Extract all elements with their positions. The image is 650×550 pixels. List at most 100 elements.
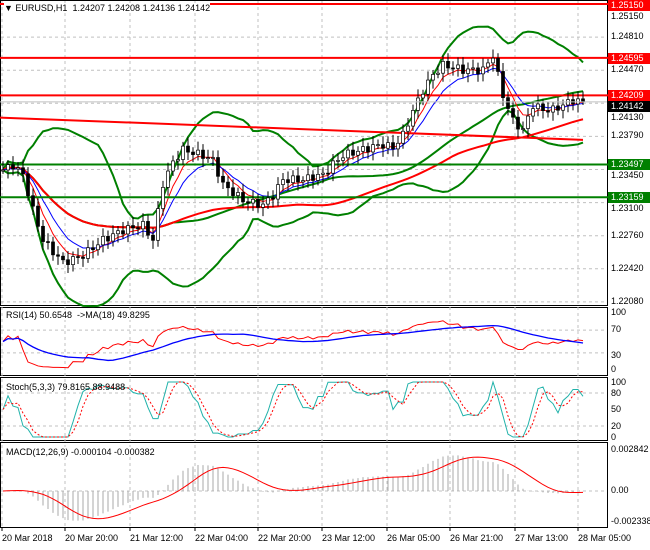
candle-body <box>11 164 15 170</box>
triangle-down-icon[interactable]: ▼ <box>4 3 16 13</box>
candle-body <box>146 221 150 236</box>
rsi-axis-label: 100 <box>611 307 627 317</box>
resistance-price-tag: 1.24595 <box>608 52 650 64</box>
chart-header: ▼ EURUSD,H1 1.24207 1.24208 1.24136 1.24… <box>4 3 211 13</box>
candle-body <box>221 175 225 183</box>
time-axis-label: 26 Mar 21:00 <box>450 533 504 543</box>
candle-body <box>471 67 475 70</box>
low-price: 1.24136 <box>142 3 176 13</box>
candle-body <box>426 79 430 95</box>
candle-body <box>266 197 270 205</box>
panel-frame <box>0 0 608 306</box>
candle-body <box>516 116 520 130</box>
candle-body <box>501 71 505 98</box>
bollinger-middle <box>2 90 584 229</box>
panel-frame <box>0 377 608 441</box>
candle-body <box>366 146 370 153</box>
macd-axis-label: -0.002338 <box>611 516 650 526</box>
resistance-price-tag: 1.25150 <box>608 0 650 11</box>
price-axis-label: 1.23100 <box>611 203 644 214</box>
open-price: 1.24207 <box>72 3 105 13</box>
candle-body <box>76 256 80 258</box>
candle-body <box>386 142 390 149</box>
candle-body <box>421 93 425 99</box>
panel-frame <box>0 307 608 376</box>
candle-body <box>436 72 440 75</box>
candle-body <box>361 146 365 152</box>
candle-body <box>191 151 195 155</box>
candle-body <box>226 181 230 189</box>
candle-body <box>1 169 5 172</box>
candle-body <box>506 97 510 109</box>
candle-body <box>231 187 235 196</box>
rsi-axis-label: 30 <box>611 350 622 360</box>
time-axis-label: 22 Mar 04:00 <box>195 533 249 543</box>
high-price: 1.24208 <box>107 3 141 13</box>
candle-body <box>296 175 300 183</box>
candle-body <box>41 225 45 242</box>
candle-body <box>176 159 180 162</box>
rsi-ma-line <box>2 324 584 362</box>
price-axis-label: 1.23450 <box>611 170 644 181</box>
candle-body <box>496 57 500 72</box>
candle-body <box>446 61 450 69</box>
candle-body <box>376 144 380 146</box>
candle-body <box>136 227 140 230</box>
candle-body <box>101 236 105 246</box>
candle-body <box>171 160 175 172</box>
stoch-title: Stoch(5,3,3) 79.8165 88.9488 <box>6 382 126 392</box>
candle-body <box>261 203 265 208</box>
candle-body <box>111 233 115 242</box>
price-axis-label: 1.22760 <box>611 229 644 240</box>
candle-body <box>51 241 55 256</box>
macd-axis-label: 0.002842 <box>611 444 649 454</box>
candle-body <box>356 150 360 156</box>
close-price: 1.24142 <box>177 3 211 13</box>
time-axis-label: 20 Mar 2018 <box>2 533 53 543</box>
candle-body <box>301 180 305 183</box>
candle-body <box>196 149 200 155</box>
candle-body <box>151 234 155 241</box>
candle-body <box>476 67 480 75</box>
time-axis-label: 26 Mar 05:00 <box>387 533 441 543</box>
rsi-title: RSI(14) 50.6548 ->MA(18) 49.8295 <box>6 310 150 320</box>
candle-body <box>381 144 385 149</box>
candle-body <box>216 157 220 177</box>
candle-body <box>126 225 130 235</box>
price-axis-label: 1.25150 <box>611 11 644 21</box>
price-axis-label: 1.24130 <box>611 112 644 123</box>
candle-body <box>416 97 420 111</box>
candle-body <box>536 103 540 109</box>
candle-body <box>46 241 50 243</box>
bollinger-lower <box>2 109 584 308</box>
candle-body <box>441 61 445 74</box>
candle-body <box>236 192 240 196</box>
candle-body <box>206 157 210 160</box>
current-price-tag: 1.24142 <box>608 101 650 113</box>
rsi-line <box>2 320 584 369</box>
stoch-axis-label: 0 <box>611 432 617 442</box>
candle-body <box>491 57 495 64</box>
candle-body <box>581 98 585 102</box>
candle-body <box>451 67 455 70</box>
macd-title: MACD(12,26,9) -0.000104 -0.000382 <box>6 447 155 457</box>
price-axis-label: 1.24470 <box>611 64 644 75</box>
candle-body <box>6 164 10 171</box>
candle-body <box>211 157 215 159</box>
candle-body <box>161 187 165 209</box>
price-axis-label: 1.22080 <box>611 295 644 306</box>
candle-body <box>346 149 350 159</box>
candle-body <box>71 256 75 265</box>
time-axis-label: 28 Mar 05:00 <box>578 533 632 543</box>
candle-body <box>456 64 460 69</box>
candle-body <box>256 198 260 208</box>
candle-body <box>331 160 335 174</box>
ma-fast-line <box>2 63 584 257</box>
candle-body <box>21 167 25 175</box>
candle-body <box>106 236 110 242</box>
price-axis-label: 1.23790 <box>611 130 644 141</box>
candle-body <box>551 105 555 113</box>
candle-body <box>521 128 525 130</box>
candle-body <box>271 197 275 200</box>
